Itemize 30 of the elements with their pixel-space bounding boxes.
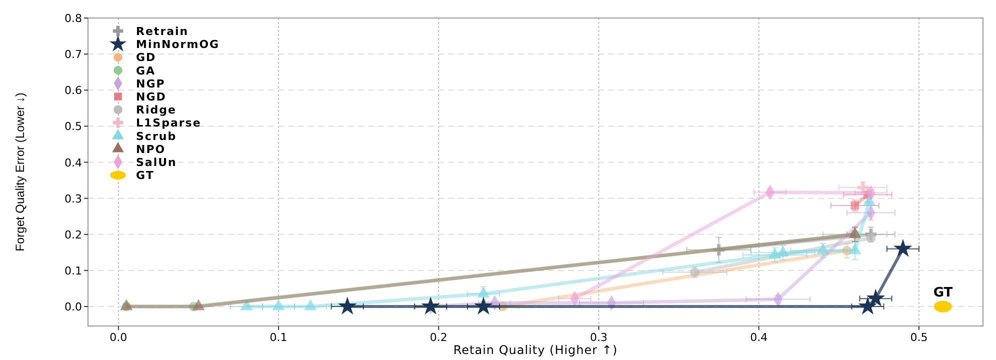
- legend-label: Retrain: [136, 25, 189, 38]
- legend-label: GD: [136, 51, 156, 64]
- y-tick-label: 0.1: [64, 264, 82, 278]
- x-tick-label: 0.2: [430, 331, 448, 344]
- legend-label: Ridge: [136, 104, 176, 117]
- legend-label: L1Sparse: [136, 116, 202, 130]
- legend-label: NPO: [136, 142, 166, 156]
- legend-label: GA: [136, 64, 156, 78]
- x-tick-label: 0.5: [910, 331, 928, 344]
- y-tick-label: 0.2: [64, 228, 82, 242]
- y-axis-title: Forget Quality Error (Lower ↓): [13, 92, 27, 252]
- x-tick-label: 0.0: [110, 331, 128, 344]
- y-tick-label: 0.0: [64, 300, 82, 314]
- y-tick-label: 0.4: [64, 156, 82, 170]
- legend-label: NGP: [136, 77, 166, 90]
- x-axis-title: Retain Quality (Higher ↑): [453, 343, 618, 357]
- y-tick-label: 0.8: [64, 12, 82, 25]
- annotation: GT: [933, 286, 953, 301]
- x-tick-label: 0.3: [590, 331, 608, 344]
- legend-label: NGD: [136, 90, 166, 104]
- legend-label: GT: [136, 169, 154, 182]
- legend-label: Scrub: [136, 130, 177, 143]
- y-tick-label: 0.5: [64, 120, 82, 134]
- x-tick-label: 0.1: [270, 331, 288, 344]
- y-tick-label: 0.3: [64, 192, 82, 206]
- legend-label: SalUn: [136, 156, 177, 169]
- legend-label: MinNormOG: [136, 38, 220, 52]
- y-tick-label: 0.6: [64, 84, 82, 98]
- x-tick-label: 0.4: [750, 331, 768, 344]
- y-tick-label: 0.7: [64, 48, 82, 62]
